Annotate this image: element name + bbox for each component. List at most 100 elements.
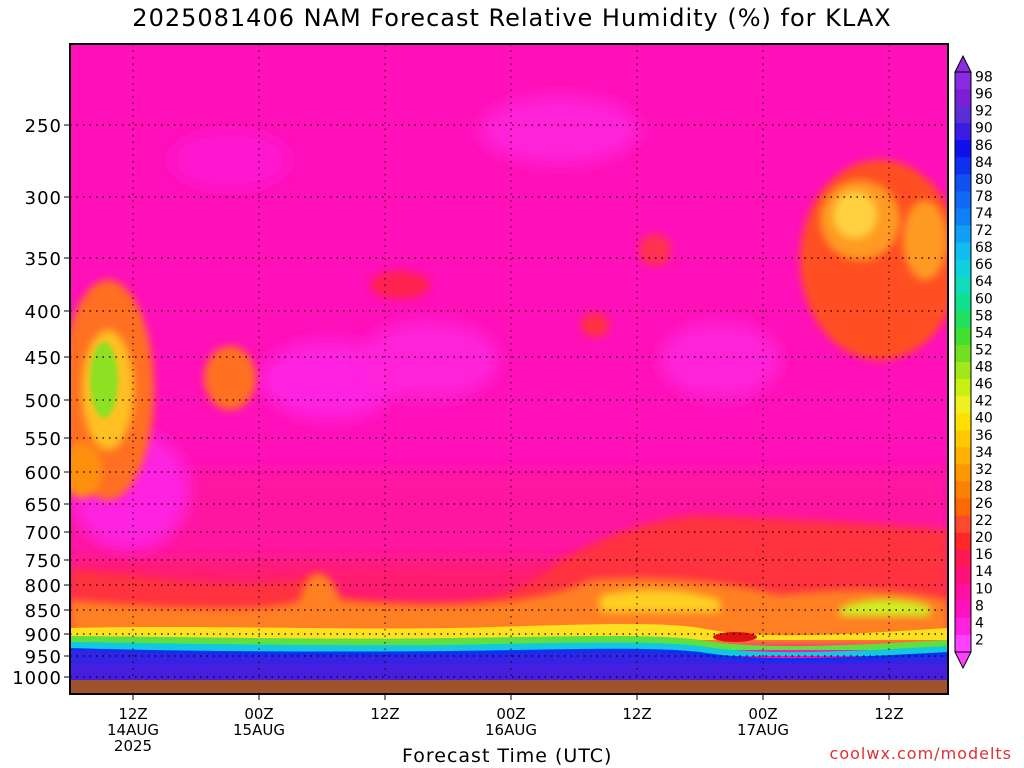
colorbar-swatch [955, 140, 971, 158]
x-tick-date-label: 16AUG [485, 721, 537, 739]
colorbar-label: 48 [975, 360, 993, 376]
y-tick-label: 600 [25, 463, 62, 484]
colorbar-swatch [955, 310, 971, 329]
colorbar-swatch [955, 515, 971, 533]
colorbar-swatch [955, 344, 971, 363]
colorbar-label: 52 [975, 342, 993, 358]
colorbar-swatch [955, 566, 971, 585]
y-tick-label: 300 [25, 188, 62, 209]
colorbar-label: 10 [975, 581, 993, 597]
colorbar-swatch [955, 413, 971, 431]
colorbar-label: 60 [975, 291, 993, 307]
colorbar-label: 42 [975, 394, 993, 410]
colorbar-label: 22 [975, 513, 993, 529]
plot-frame [69, 43, 949, 695]
colorbar-label: 8 [975, 598, 984, 614]
colorbar-label: 72 [975, 223, 993, 239]
x-tick-date-label: 17AUG [737, 721, 789, 739]
x-axis-title: Forecast Time (UTC) [402, 745, 613, 767]
colorbar-swatch [955, 225, 971, 243]
colorbar-label: 98 [975, 70, 993, 86]
colorbar-swatch [955, 72, 971, 90]
colorbar-swatch [955, 123, 971, 141]
y-tick-label: 450 [25, 348, 62, 369]
colorbar-label: 46 [975, 377, 993, 393]
colorbar-label: 36 [975, 428, 993, 444]
colorbar-label: 68 [975, 240, 993, 256]
y-tick-label: 800 [25, 576, 62, 597]
colorbar-swatch [955, 276, 971, 295]
colorbar-frame [954, 71, 972, 653]
colorbar-label: 90 [975, 121, 993, 137]
colorbar-swatch [955, 208, 971, 226]
x-tick-hour-label: 12Z [874, 705, 903, 723]
colorbar-swatch [955, 242, 971, 260]
colorbar-swatch [955, 327, 971, 346]
colorbar-label: 40 [975, 411, 993, 427]
colorbar-label: 26 [975, 496, 993, 512]
colorbar-label: 34 [975, 445, 993, 461]
colorbar-swatch [955, 157, 971, 175]
colorbar-label: 64 [975, 274, 993, 290]
colorbar-swatch [955, 498, 971, 516]
x-tick-hour-label: 12Z [370, 705, 399, 723]
colorbar-swatch [955, 617, 971, 636]
x-tick-hour-label: 00Z [748, 705, 777, 723]
colorbar-label: 84 [975, 155, 993, 171]
colorbar-swatch [955, 106, 971, 124]
colorbar-label: 96 [975, 87, 993, 103]
y-tick-label: 650 [25, 495, 62, 516]
ground-strip [70, 680, 948, 694]
colorbar-swatch [955, 174, 971, 192]
colorbar-label: 4 [975, 615, 984, 631]
colorbar-label: 74 [975, 206, 993, 222]
colorbar-swatch [955, 293, 971, 312]
colorbar-swatch [955, 634, 971, 653]
colorbar-label: 80 [975, 172, 993, 188]
colorbar-swatch [955, 549, 971, 568]
colorbar-swatch [955, 396, 971, 414]
x-tick-hour-label: 12Z [622, 705, 651, 723]
colorbar-swatch [955, 464, 971, 482]
colorbar-label: 14 [975, 564, 993, 580]
y-tick-label: 250 [25, 116, 62, 137]
colorbar-bottom-arrow [954, 651, 972, 670]
y-tick-label: 750 [25, 551, 62, 572]
y-tick-label: 1000 [12, 668, 62, 689]
colorbar-swatch [955, 191, 971, 209]
colorbar-label: 54 [975, 325, 993, 341]
colorbar-swatch [955, 89, 971, 107]
x-tick-hour-label: 12Z [118, 705, 147, 723]
x-tick-year-label: 2025 [114, 737, 152, 755]
chart-title: 2025081406 NAM Forecast Relative Humidit… [132, 4, 892, 32]
colorbar-swatch [955, 583, 971, 602]
y-tick-label: 400 [25, 302, 62, 323]
colorbar-swatch [955, 379, 971, 397]
y-tick-label: 550 [25, 429, 62, 450]
colorbar-label: 28 [975, 479, 993, 495]
colorbar-swatch [955, 362, 971, 380]
colorbar-label: 32 [975, 462, 993, 478]
x-tick-date-label: 15AUG [233, 721, 285, 739]
y-tick-label: 500 [25, 391, 62, 412]
colorbar-label: 86 [975, 138, 993, 154]
y-tick-label: 900 [25, 625, 62, 646]
colorbar-label: 20 [975, 530, 993, 546]
humidity-field [70, 44, 948, 680]
colorbar-label: 92 [975, 104, 993, 120]
x-tick-date-label: 14AUG [107, 721, 159, 739]
x-tick-hour-label: 00Z [496, 705, 525, 723]
y-tick-label: 700 [25, 523, 62, 544]
colorbar-label: 2 [975, 632, 984, 648]
colorbar-swatch [955, 481, 971, 499]
y-tick-label: 350 [25, 249, 62, 270]
site-credit: coolwx.com/modelts [829, 744, 1012, 763]
colorbar-label: 78 [975, 189, 993, 205]
colorbar-label: 66 [975, 257, 993, 273]
colorbar-swatch [955, 430, 971, 448]
colorbar-swatch [955, 532, 971, 550]
colorbar-top-arrow [954, 54, 972, 73]
colorbar-swatch [955, 600, 971, 619]
